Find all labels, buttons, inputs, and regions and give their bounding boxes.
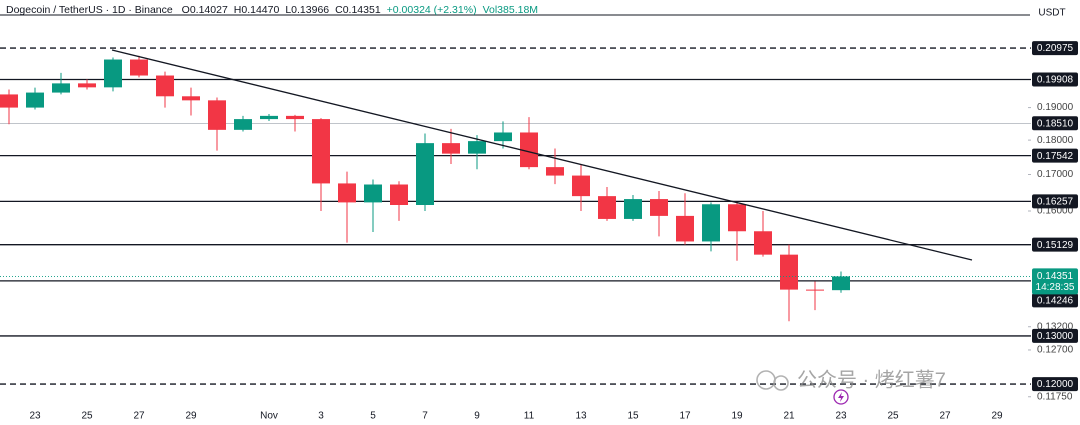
candle-body [780, 254, 798, 290]
candle-body [676, 215, 694, 242]
y-tick-label: 0.16000 [1037, 206, 1074, 217]
x-tick-label: 9 [474, 411, 480, 422]
candle-body [572, 175, 590, 197]
x-tick-label: 25 [81, 411, 93, 422]
level-label-box [1032, 328, 1078, 343]
logo [833, 389, 849, 405]
candle-body [416, 143, 434, 206]
candle-body [78, 83, 96, 88]
x-tick-label: 5 [370, 411, 376, 422]
candle-body [832, 276, 850, 291]
x-tick-label: 17 [679, 411, 691, 422]
candle-body [208, 100, 226, 130]
x-tick-label: 27 [133, 411, 145, 422]
legend-value: +0.00324 (+2.31%) [387, 4, 477, 16]
x-tick-label: 27 [939, 411, 951, 422]
y-tick-label: 0.11750 [1037, 391, 1073, 402]
plot-area: 0.19000 0.18000 0.17000 0.16000 0.13200 0.127… [0, 41, 1078, 422]
candle-body [624, 199, 642, 219]
x-tick-label: 25 [887, 411, 899, 422]
candle-body [156, 75, 174, 97]
x-tick-label: 29 [991, 411, 1003, 422]
y-tick-label: 0.19000 [1037, 102, 1074, 113]
legend-value: L0.13966 [285, 4, 329, 16]
watermark-icon [773, 375, 789, 391]
candle-body [520, 132, 538, 168]
chart-header: Dogecoin / TetherUS · 1D · Binance O0.14… [6, 4, 538, 16]
x-tick-label: 13 [575, 411, 587, 422]
legend-value: H0.14470 [234, 4, 280, 16]
candle-body [598, 196, 616, 219]
candle-body [338, 183, 356, 203]
y-tick-label: 0.13200 [1037, 321, 1074, 332]
candle-body [754, 231, 772, 255]
level-label: 0.14246 [1037, 296, 1074, 307]
candle-body [104, 59, 122, 88]
legend-value: O0.14027 [182, 4, 228, 16]
x-tick-label: 29 [185, 411, 197, 422]
candle-body [702, 204, 720, 242]
y-tick-label: 0.18000 [1037, 135, 1074, 146]
level-label-box [1032, 148, 1078, 163]
level-label: 0.13000 [1037, 331, 1074, 342]
candle-body [650, 199, 668, 216]
currency-label: USDT [1038, 8, 1065, 19]
last-price-label: 0.14351 [1037, 271, 1074, 282]
legend-value: C0.14351 [335, 4, 381, 16]
x-tick-label: Nov [260, 411, 278, 422]
candle-body [806, 289, 824, 291]
volume-label: Vol385.18M [483, 4, 538, 16]
candle-body [442, 143, 460, 154]
level-label: 0.19908 [1037, 75, 1074, 86]
level-label-box [1032, 194, 1078, 209]
candle-body [494, 132, 512, 142]
logo-circle [833, 389, 849, 405]
level-label: 0.12000 [1037, 379, 1074, 390]
x-tick-label: 11 [524, 411, 535, 422]
x-tick-label: 3 [318, 411, 324, 422]
y-tick-label: 0.17000 [1037, 169, 1074, 180]
level-label-box [1032, 41, 1078, 56]
y-tick-label: 0.12700 [1037, 345, 1074, 356]
level-label-box [1032, 237, 1078, 252]
candle-body [364, 184, 382, 203]
level-label-box [1032, 116, 1078, 131]
level-label: 0.16257 [1037, 197, 1074, 208]
chart-title: Dogecoin / TetherUS · 1D · Binance [6, 4, 173, 16]
x-tick-label: 15 [627, 411, 639, 422]
level-label: 0.15129 [1037, 240, 1074, 251]
logo-bolt [838, 392, 844, 402]
candle-body [728, 204, 746, 232]
candle-body [546, 167, 564, 176]
x-tick-label: 19 [731, 411, 743, 422]
level-label-box [1032, 293, 1078, 308]
candle-body [52, 83, 70, 93]
candle-body [312, 119, 330, 184]
candle-body [182, 96, 200, 101]
candle-body [234, 119, 252, 130]
candle-body [468, 141, 486, 154]
level-label-box [1032, 377, 1078, 392]
candle-body [286, 115, 304, 120]
last-price-box [1032, 268, 1078, 295]
level-label-box [1032, 72, 1078, 87]
x-tick-label: 21 [783, 411, 795, 422]
candle-body [0, 94, 18, 108]
candle-body [26, 92, 44, 108]
x-tick-label: 23 [835, 411, 847, 422]
trend-line [111, 49, 973, 261]
x-tick-label: 23 [29, 411, 41, 422]
candle-body [390, 184, 408, 206]
x-tick-label: 7 [422, 411, 428, 422]
candle-body [260, 115, 278, 120]
candle-body [130, 59, 148, 76]
level-label: 0.17542 [1037, 151, 1074, 162]
watermark-text: 公众号 · 烤红薯7 [797, 368, 946, 391]
level-label: 0.20975 [1037, 43, 1074, 54]
level-label: 0.18510 [1037, 118, 1074, 129]
countdown-label: 14:28:35 [1036, 282, 1075, 293]
watermark: 公众号 · 烤红薯7 [756, 368, 946, 391]
